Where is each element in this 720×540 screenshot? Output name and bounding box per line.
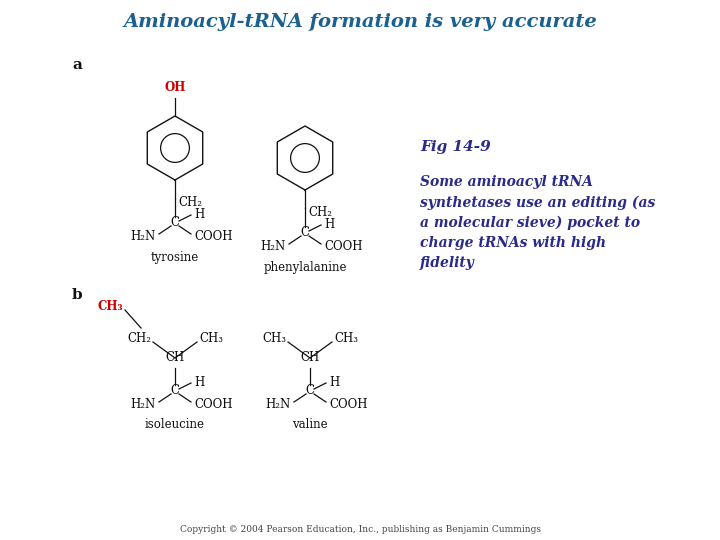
Text: Aminoacyl-tRNA formation is very accurate: Aminoacyl-tRNA formation is very accurat… (123, 13, 597, 31)
Text: COOH: COOH (329, 397, 367, 410)
Text: b: b (72, 288, 83, 302)
Text: COOH: COOH (324, 240, 362, 253)
Text: Some aminoacyl tRNA
synthetases use an editing (as
a molecular sieve) pocket to
: Some aminoacyl tRNA synthetases use an e… (420, 175, 655, 271)
Text: H₂N: H₂N (261, 240, 286, 253)
Text: a: a (72, 58, 82, 72)
Text: H₂N: H₂N (131, 230, 156, 242)
Text: phenylalanine: phenylalanine (264, 260, 347, 273)
Text: Fig 14-9: Fig 14-9 (420, 140, 491, 154)
Text: C: C (171, 383, 179, 396)
Text: CH₃: CH₃ (334, 332, 358, 345)
Text: CH₂: CH₂ (127, 332, 151, 345)
Text: H: H (194, 207, 204, 220)
Text: Copyright © 2004 Pearson Education, Inc., publishing as Benjamin Cummings: Copyright © 2004 Pearson Education, Inc.… (179, 525, 541, 535)
Text: H: H (194, 375, 204, 388)
Text: CH: CH (166, 351, 184, 364)
Text: isoleucine: isoleucine (145, 418, 205, 431)
Text: CH₃: CH₃ (262, 332, 286, 345)
Text: H₂N: H₂N (266, 397, 291, 410)
Text: C: C (300, 226, 310, 239)
Text: C: C (305, 383, 315, 396)
Text: C: C (171, 215, 179, 228)
Text: valine: valine (292, 418, 328, 431)
Text: COOH: COOH (194, 230, 233, 242)
Text: CH₂: CH₂ (178, 195, 202, 208)
Text: CH₃: CH₃ (199, 332, 223, 345)
Text: CH: CH (300, 351, 320, 364)
Text: CH₃: CH₃ (97, 300, 123, 313)
Text: COOH: COOH (194, 397, 233, 410)
Text: H: H (324, 218, 334, 231)
Text: tyrosine: tyrosine (151, 251, 199, 264)
Text: H: H (329, 375, 339, 388)
Text: H₂N: H₂N (131, 397, 156, 410)
Text: CH₂: CH₂ (308, 206, 332, 219)
Text: OH: OH (164, 81, 186, 94)
